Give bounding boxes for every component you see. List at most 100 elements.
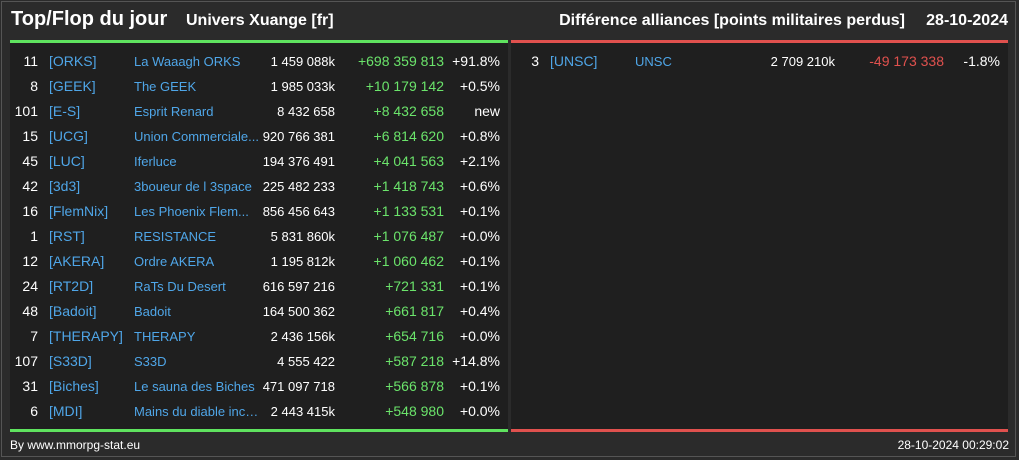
alliance-tag-link[interactable]: [3d3] [49,178,81,194]
rank-cell: 15 [22,128,38,144]
rank-cell: 12 [22,253,38,269]
diff-cell: +1 133 531 [373,203,444,219]
points-cell: 164 500 362 [262,304,335,319]
diff-cell: +654 716 [385,328,444,344]
diff-cell: +698 359 813 [357,53,444,69]
alliance-tag-link[interactable]: [Biches] [49,378,99,394]
alliance-name-link[interactable]: Badoit [134,304,171,319]
alliance-tag-link[interactable]: [E-S] [49,103,81,119]
universe-label: Univers Xuange [fr] [186,12,334,29]
diff-cell: +721 331 [385,278,444,294]
site-credit-link[interactable]: By www.mmorpg-stat.eu [10,438,141,452]
alliance-name-link[interactable]: The GEEK [134,79,197,94]
points-cell: 2 443 415k [270,404,335,419]
rank-cell: 3 [531,53,539,69]
points-cell: 2 436 156k [270,329,335,344]
alliance-tag-link[interactable]: [MDI] [49,403,83,419]
rank-cell: 11 [23,53,38,69]
alliance-name-link[interactable]: La Waaagh ORKS [134,54,241,69]
header-date: 28-10-2024 [926,12,1008,29]
alliance-tag-link[interactable]: [S33D] [49,353,92,369]
diff-cell: +1 418 743 [373,178,444,194]
rank-cell: 1 [30,228,38,244]
alliance-name-link[interactable]: Iferluce [134,154,177,169]
diff-cell: -49 173 338 [869,53,944,69]
alliance-name-link[interactable]: UNSC [635,54,672,69]
rank-cell: 107 [14,353,38,369]
rank-cell: 101 [14,103,38,119]
top-row: 1 [RST] RESISTANCE 5 831 860k +1 076 487 +0.0… [10,224,508,249]
footer-timestamp: 28-10-2024 00:29:02 [897,438,1009,452]
top-row: 42 [3d3] 3boueur de l 3space 225 482 233 +1 … [10,174,508,199]
top-row: 11 [ORKS] La Waaagh ORKS 1 459 088k +698 359… [10,49,508,74]
alliance-name-link[interactable]: RaTs Du Desert [134,279,226,294]
alliance-tag-link[interactable]: [GEEK] [49,78,96,94]
rank-cell: 6 [30,403,38,419]
top-panel: 11 [ORKS] La Waaagh ORKS 1 459 088k +698 359… [10,40,508,432]
top-row: 107 [S33D] S33D 4 555 422 +587 218 +14.8% [10,349,508,374]
percent-cell: +0.1% [459,378,500,394]
diff-cell: +6 814 620 [373,128,444,144]
alliance-name-link[interactable]: S33D [134,354,167,369]
top-row: 8 [GEEK] The GEEK 1 985 033k +10 179 142 +0.5… [10,74,508,99]
alliance-name-link[interactable]: Ordre AKERA [134,254,215,269]
top-row: 31 [Biches] Le sauna des Biches 471 097 718… [10,374,508,399]
top-row: 24 [RT2D] RaTs Du Desert 616 597 216 +721 33… [10,274,508,299]
percent-cell: +0.1% [459,203,500,219]
flop-row: 3 [UNSC] UNSC 2 709 210k -49 173 338 -1.8% [511,49,1008,74]
rank-cell: 24 [22,278,38,294]
percent-cell: +0.0% [459,328,500,344]
percent-cell: -1.8% [963,53,1000,69]
alliance-name-link[interactable]: 3boueur de l 3space [134,179,252,194]
percent-cell: +0.0% [459,228,500,244]
alliance-name-link[interactable]: THERAPY [134,329,196,344]
alliance-name-link[interactable]: Union Commerciale... [134,129,259,144]
percent-cell: +0.1% [459,278,500,294]
top-row: 48 [Badoit] Badoit 164 500 362 +661 817 +0.4% [10,299,508,324]
rank-cell: 42 [22,178,38,194]
percent-cell: new [474,103,500,119]
percent-cell: +14.8% [452,353,500,369]
diff-cell: +8 432 658 [373,103,444,119]
alliance-tag-link[interactable]: [Badoit] [49,303,97,319]
alliance-name-link[interactable]: Esprit Renard [134,104,214,119]
top-row: 15 [UCG] Union Commerciale... 920 766 381 +6… [10,124,508,149]
alliance-name-link[interactable]: Les Phoenix Flem... [134,204,249,219]
alliance-tag-link[interactable]: [THERAPY] [49,328,123,344]
alliance-name-link[interactable]: RESISTANCE [134,229,217,244]
points-cell: 616 597 216 [262,279,335,294]
points-cell: 4 555 422 [277,354,335,369]
alliance-tag-link[interactable]: [LUC] [49,153,85,169]
alliance-tag-link[interactable]: [RT2D] [49,278,94,294]
alliance-tag-link[interactable]: [AKERA] [49,253,105,269]
percent-cell: +0.1% [459,253,500,269]
rank-cell: 48 [22,303,38,319]
top-row: 45 [LUC] Iferluce 194 376 491 +4 041 563 +2.1… [10,149,508,174]
points-cell: 194 376 491 [262,154,335,169]
alliance-tag-link[interactable]: [FlemNix] [49,203,109,219]
points-cell: 856 456 643 [262,204,335,219]
alliance-tag-link[interactable]: [ORKS] [49,53,97,69]
percent-cell: +91.8% [452,53,500,69]
percent-cell: +0.8% [459,128,500,144]
points-cell: 920 766 381 [262,129,335,144]
alliance-tag-link[interactable]: [RST] [49,228,85,244]
top-row: 12 [AKERA] Ordre AKERA 1 195 812k +1 060 462… [10,249,508,274]
percent-cell: +0.0% [459,403,500,419]
percent-cell: +2.1% [459,153,500,169]
top-row: 16 [FlemNix] Les Phoenix Flem... 856 456 64… [10,199,508,224]
diff-cell: +4 041 563 [373,153,444,169]
diff-title: Différence alliances [points militaires … [559,12,905,29]
alliance-name-link[interactable]: Mains du diable inco... [134,404,262,419]
points-cell: 2 709 210k [770,54,835,69]
diff-cell: +10 179 142 [365,78,444,94]
alliance-tag-link[interactable]: [UNSC] [550,53,598,69]
alliance-name-link[interactable]: Le sauna des Biches [134,379,255,394]
top-row: 6 [MDI] Mains du diable inco... 2 443 415k +… [10,399,508,424]
alliance-tag-link[interactable]: [UCG] [49,128,88,144]
points-cell: 5 831 860k [270,229,335,244]
percent-cell: +0.5% [459,78,500,94]
points-cell: 1 459 088k [270,54,335,69]
diff-cell: +566 878 [385,378,444,394]
page-title: Top/Flop du jour [11,8,168,30]
